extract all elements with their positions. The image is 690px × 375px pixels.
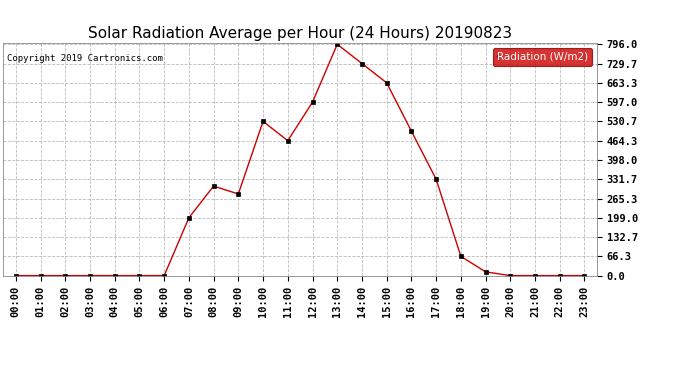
Legend: Radiation (W/m2): Radiation (W/m2) (493, 48, 591, 66)
Title: Solar Radiation Average per Hour (24 Hours) 20190823: Solar Radiation Average per Hour (24 Hou… (88, 26, 512, 40)
Text: Copyright 2019 Cartronics.com: Copyright 2019 Cartronics.com (7, 54, 163, 63)
